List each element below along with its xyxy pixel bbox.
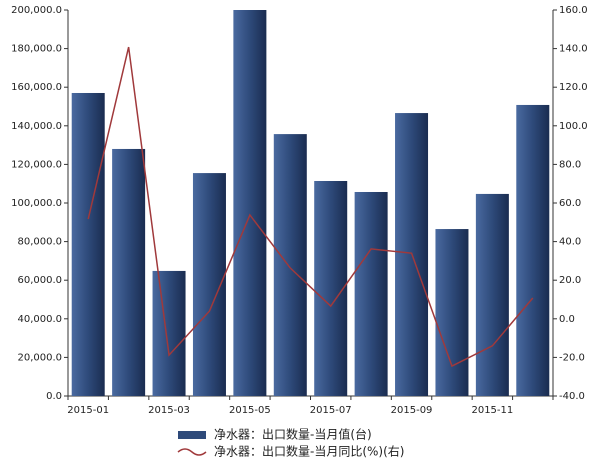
bar — [475, 193, 509, 396]
y-tick-label: 180,000.0 — [11, 44, 62, 55]
y-tick-label: 200,000.0 — [11, 5, 62, 16]
y-tick-label: 40,000.0 — [17, 314, 62, 325]
y-tick-label: 20,000.0 — [17, 352, 62, 363]
legend-label: 净水器：出口数量-当月值(台) — [214, 427, 372, 442]
y2-tick-label: 100.0 — [559, 121, 588, 132]
legend-swatch — [178, 431, 206, 439]
bar — [354, 191, 388, 396]
x-tick-label: 2015-05 — [229, 405, 271, 416]
y-tick-label: 80,000.0 — [17, 237, 62, 248]
bar — [516, 104, 550, 397]
y2-tick-label: 160.0 — [559, 5, 588, 16]
legend-swatch — [177, 448, 207, 456]
bar — [314, 180, 348, 396]
bar — [435, 229, 469, 396]
y2-tick-label: 0.0 — [559, 314, 575, 325]
y2-tick-label: 80.0 — [559, 159, 581, 170]
y2-tick-label: 140.0 — [559, 44, 588, 55]
y2-tick-label: 20.0 — [559, 275, 581, 286]
x-tick-label: 2015-09 — [391, 405, 433, 416]
line — [87, 46, 534, 368]
y2-tick-label: -20.0 — [559, 352, 585, 363]
x-tick-label: 2015-01 — [67, 405, 109, 416]
y-tick-label: 120,000.0 — [11, 159, 62, 170]
x-tick-label: 2015-11 — [471, 405, 513, 416]
bar — [233, 10, 267, 396]
y-tick-label: 0.0 — [46, 391, 62, 402]
y2-tick-label: 60.0 — [559, 198, 581, 209]
y-tick-label: 140,000.0 — [11, 121, 62, 132]
x-tick-label: 2015-03 — [148, 405, 190, 416]
bar — [112, 148, 146, 396]
bar — [273, 134, 307, 396]
y2-tick-label: -40.0 — [559, 391, 585, 402]
x-tick-label: 2015-07 — [310, 405, 352, 416]
y-tick-label: 60,000.0 — [17, 275, 62, 286]
y-tick-label: 160,000.0 — [11, 82, 62, 93]
y-tick-label: 100,000.0 — [11, 198, 62, 209]
bar — [71, 92, 105, 397]
legend-label: 净水器：出口数量-当月同比(%)(右) — [214, 444, 404, 459]
y2-tick-label: 40.0 — [559, 237, 581, 248]
bar — [152, 270, 186, 396]
y2-tick-label: 120.0 — [559, 82, 588, 93]
